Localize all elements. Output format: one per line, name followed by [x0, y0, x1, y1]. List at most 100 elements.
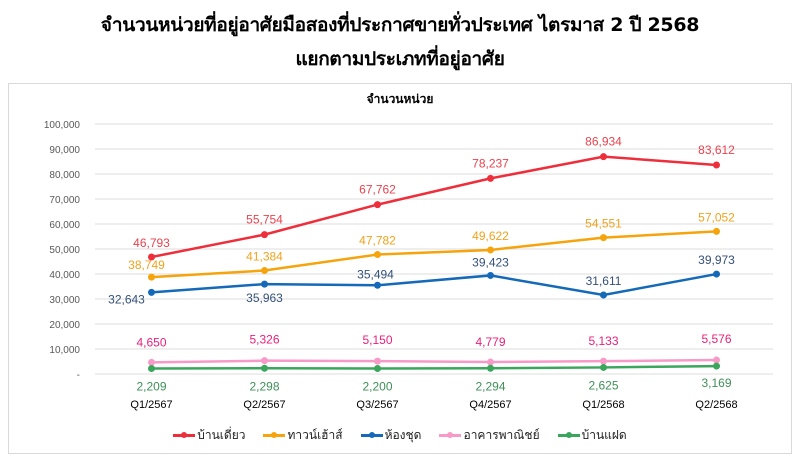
- data-label: 32,643: [108, 292, 145, 306]
- data-point: [487, 174, 494, 182]
- data-point: [600, 363, 607, 371]
- data-label: 55,754: [246, 213, 283, 227]
- chart-title-line2: แยกตามประเภทที่อยู่อาศัย: [295, 48, 505, 70]
- chart-legend: บ้านเดี่ยว ทาวน์เฮ้าส์ ห้องชุด อาคารพาณิชย์…: [0, 426, 800, 445]
- legend-item: อาคารพาณิชย์: [439, 426, 540, 445]
- legend-item: บ้านแฝด: [557, 426, 627, 445]
- legend-item: ห้องชุด: [360, 426, 422, 445]
- x-tick-label: Q4/2567: [469, 399, 511, 411]
- data-point: [374, 357, 381, 365]
- series-line: [151, 230, 717, 279]
- data-label: 47,782: [359, 234, 396, 248]
- series-line: [151, 155, 717, 259]
- data-point: [148, 273, 155, 281]
- series-line: [151, 358, 717, 364]
- chart-subtitle: จำนวนหน่วย: [366, 92, 434, 106]
- data-label: 5,133: [588, 334, 618, 348]
- data-label: 49,622: [472, 229, 509, 243]
- data-point: [487, 271, 494, 279]
- data-label: 31,611: [586, 274, 622, 288]
- data-point: [261, 280, 268, 288]
- data-label: 46,793: [133, 236, 170, 250]
- y-tick-label: 100,000: [44, 120, 81, 131]
- data-point: [148, 288, 155, 296]
- data-label: 2,209: [136, 379, 166, 393]
- legend-label: บ้านแฝด: [581, 428, 627, 442]
- data-point: [713, 356, 720, 364]
- y-tick-label: 60,000: [49, 220, 80, 231]
- data-point: [713, 161, 720, 169]
- data-label: 2,625: [588, 378, 618, 392]
- legend-item: บ้านเดี่ยว: [173, 426, 245, 445]
- data-point: [261, 231, 268, 239]
- data-label: 2,294: [475, 379, 505, 393]
- data-point: [148, 364, 155, 372]
- data-point: [374, 281, 381, 289]
- data-point: [374, 365, 381, 372]
- y-tick-label: 10,000: [49, 345, 80, 356]
- data-label: 35,963: [246, 291, 283, 305]
- data-label: 39,423: [472, 255, 509, 269]
- data-point: [487, 246, 494, 254]
- y-tick-label: 90,000: [49, 145, 80, 156]
- data-label: 78,237: [472, 156, 509, 170]
- legend-label: บ้านเดี่ยว: [197, 428, 246, 442]
- legend-line-marker-icon: [360, 432, 383, 438]
- legend-item: ทาวน์เฮ้าส์: [263, 426, 343, 445]
- data-point: [713, 227, 720, 235]
- data-point: [374, 201, 381, 209]
- legend-label: อาคารพาณิชย์: [463, 428, 540, 442]
- data-point: [374, 251, 381, 259]
- x-tick-label: Q1/2567: [130, 399, 172, 411]
- legend-line-marker-icon: [439, 432, 462, 438]
- chart-title-line1: จำนวนหน่วยที่อยู่อาศัยมือสองที่ประกาศขาย…: [100, 14, 700, 36]
- series-line: [151, 364, 717, 370]
- data-label: 57,052: [698, 210, 735, 224]
- y-tick-label: 20,000: [49, 320, 80, 331]
- series-line: [151, 272, 717, 297]
- data-point: [713, 270, 720, 278]
- data-label: 83,612: [698, 143, 735, 157]
- y-tick-label: 50,000: [49, 245, 80, 256]
- data-label: 54,551: [585, 217, 622, 231]
- data-point: [261, 364, 268, 372]
- data-label: 2,298: [249, 379, 279, 393]
- data-point: [713, 362, 720, 370]
- y-tick-label: 70,000: [49, 195, 80, 206]
- y-tick-label: 40,000: [49, 270, 80, 281]
- data-point: [600, 234, 607, 242]
- data-point: [261, 267, 268, 275]
- data-point: [600, 291, 607, 299]
- data-point: [487, 358, 494, 366]
- data-label: 35,494: [357, 267, 394, 281]
- data-label: 2,200: [362, 380, 392, 394]
- data-label: 5,326: [249, 333, 279, 347]
- data-point: [148, 253, 155, 261]
- data-point: [600, 153, 607, 161]
- data-point: [600, 357, 607, 365]
- data-label: 41,384: [246, 250, 283, 264]
- x-tick-label: Q2/2567: [243, 399, 285, 411]
- y-tick-label: 30,000: [49, 295, 80, 306]
- data-label: 5,150: [362, 333, 392, 347]
- legend-line-marker-icon: [263, 432, 286, 438]
- legend-label: ห้องชุด: [384, 428, 422, 442]
- x-tick-label: Q2/2568: [695, 399, 737, 411]
- legend-line-marker-icon: [557, 432, 580, 438]
- data-label: 86,934: [585, 135, 622, 149]
- data-label: 5,576: [701, 332, 731, 346]
- data-point: [148, 358, 155, 366]
- data-label: 3,169: [701, 376, 731, 390]
- data-label: 4,779: [475, 335, 505, 349]
- data-point: [261, 357, 268, 365]
- x-tick-label: Q3/2567: [356, 399, 398, 411]
- legend-line-marker-icon: [173, 432, 196, 438]
- legend-label: ทาวน์เฮ้าส์: [287, 428, 343, 442]
- y-tick-label: 80,000: [49, 170, 80, 181]
- x-tick-label: Q1/2568: [582, 399, 624, 411]
- data-label: 67,762: [359, 183, 396, 197]
- data-label: 39,973: [698, 253, 735, 267]
- y-tick-label: -: [77, 370, 80, 381]
- data-label: 38,749: [128, 258, 165, 272]
